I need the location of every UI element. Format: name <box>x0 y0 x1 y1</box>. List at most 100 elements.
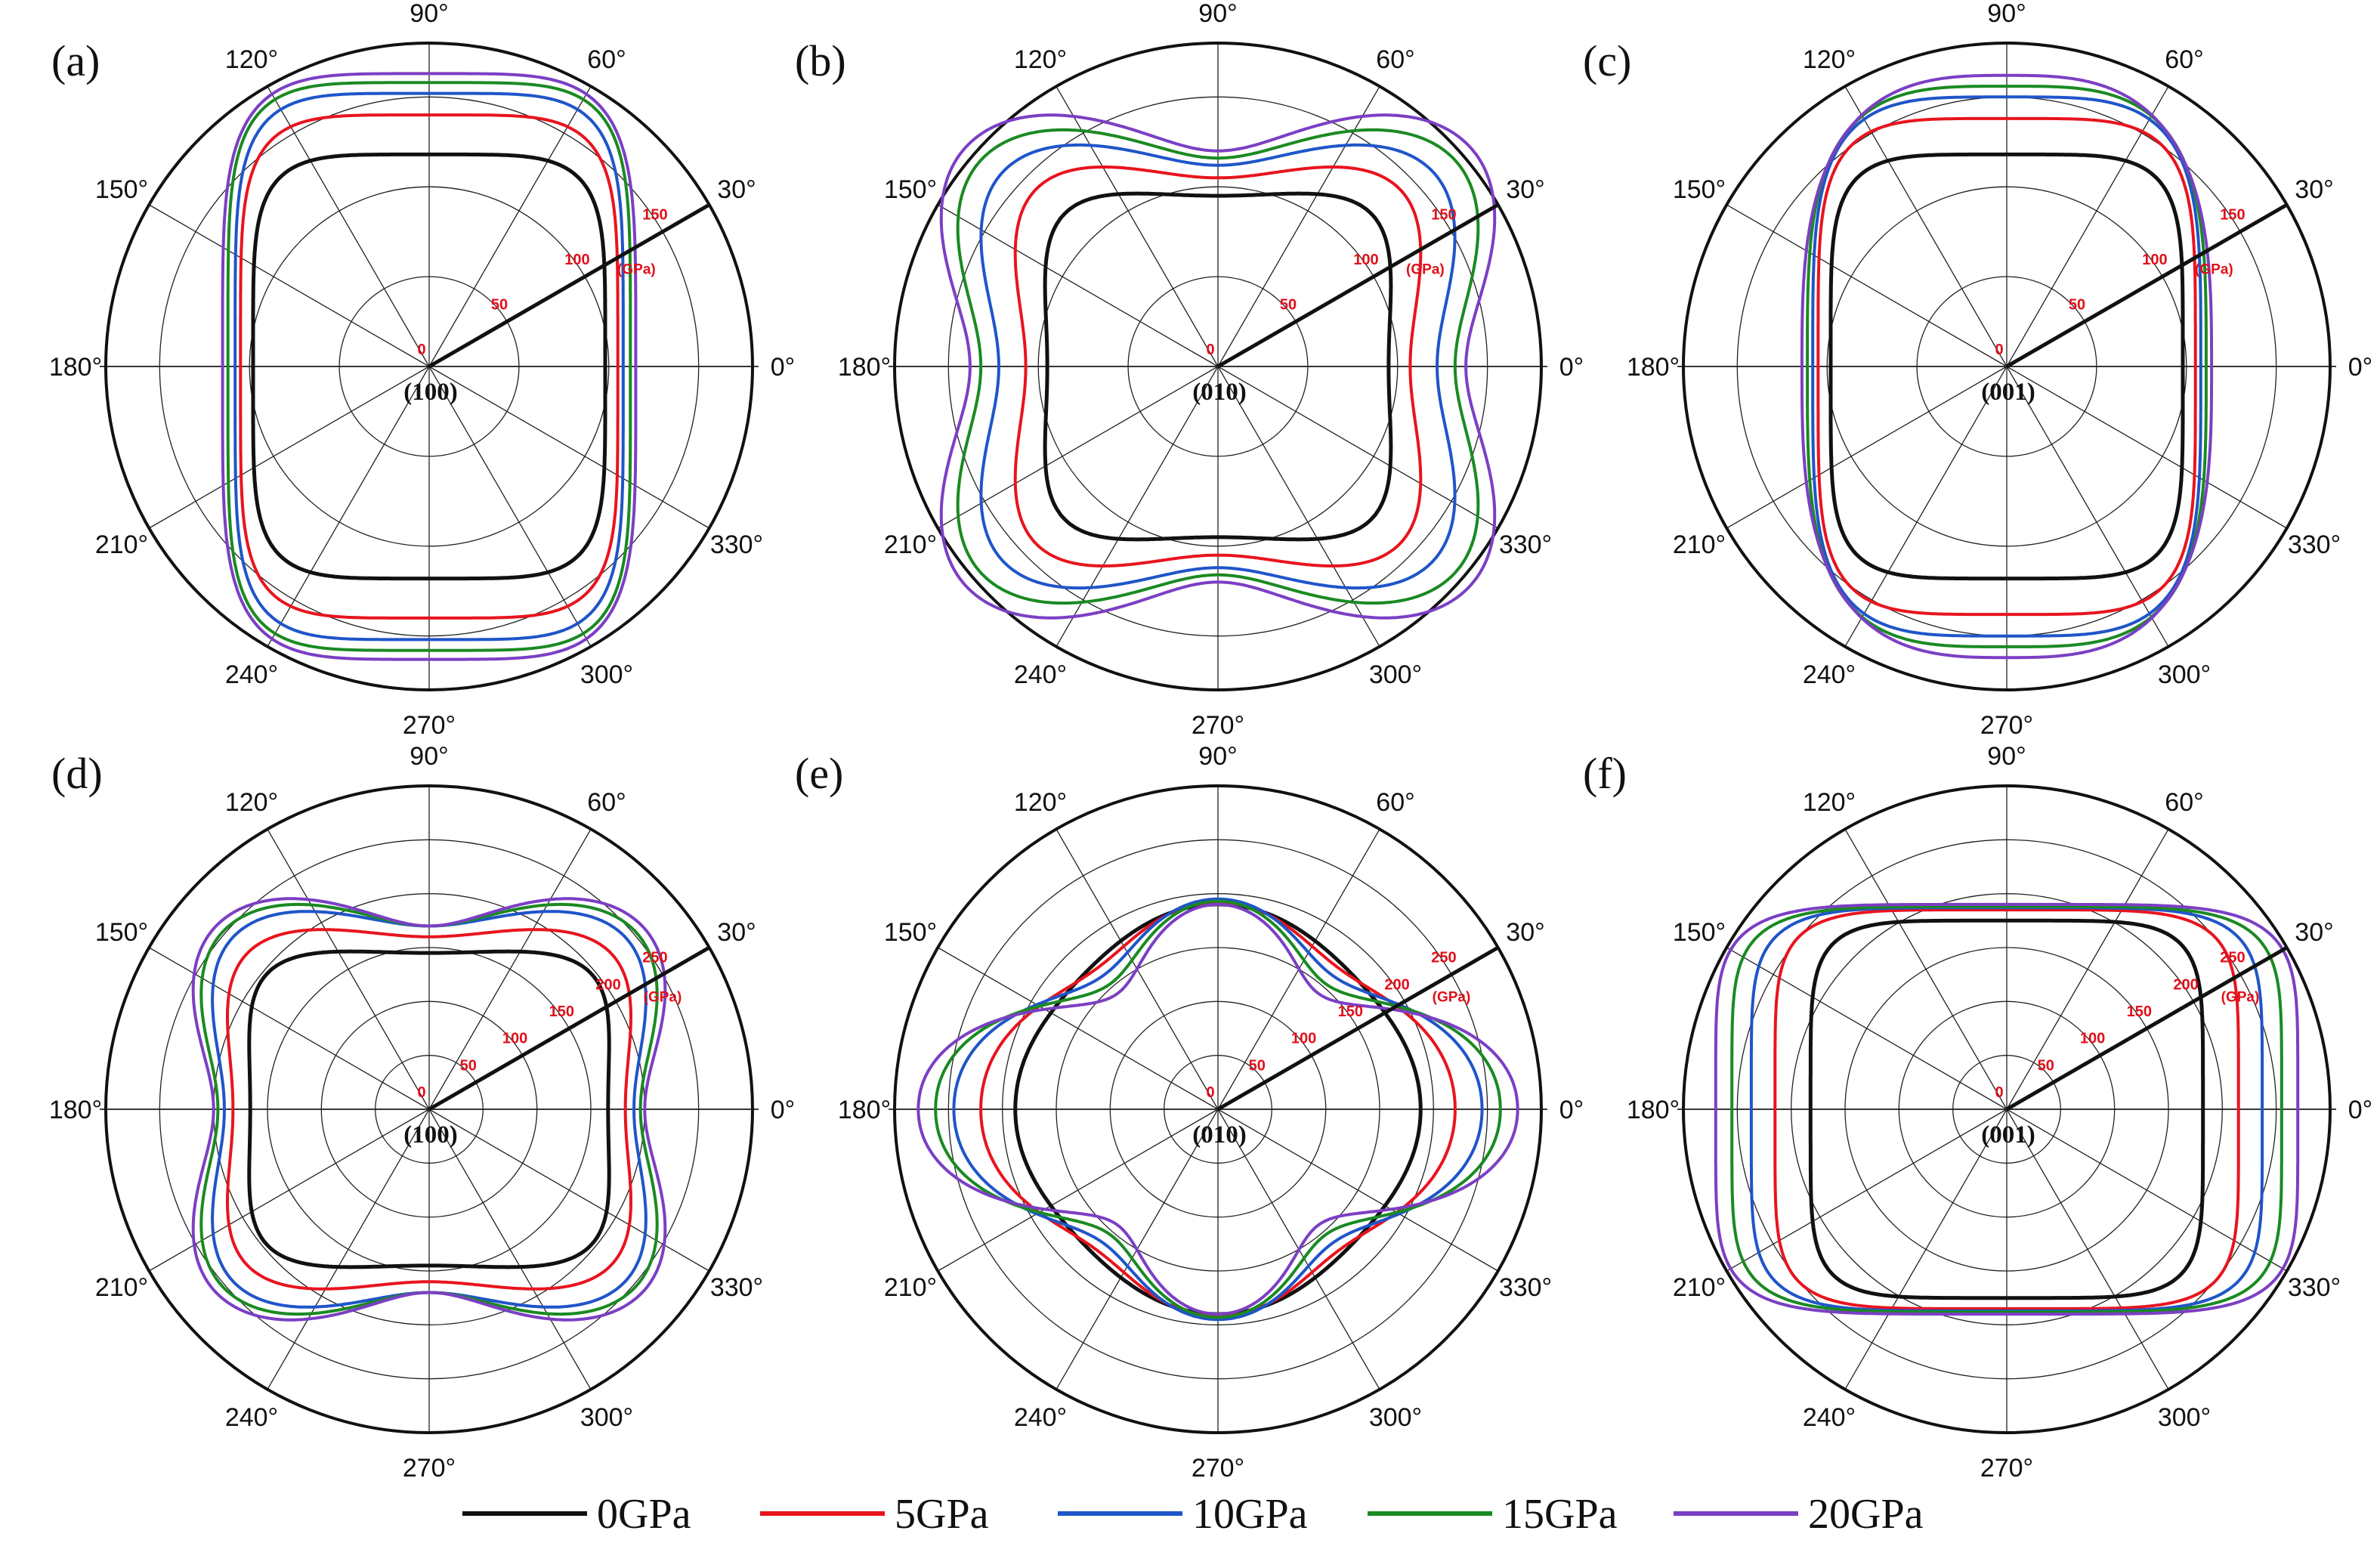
plane-label: (001) <box>1981 379 2035 406</box>
plane-label: (001) <box>1981 1121 2035 1149</box>
grid-spoke <box>1056 85 1219 367</box>
angle-label: 270° <box>1980 711 2033 740</box>
angle-label: 0° <box>1559 1096 1584 1124</box>
angle-label: 0° <box>2348 353 2373 382</box>
radial-tick-label: 100 <box>2080 1031 2105 1047</box>
legend-item-5GPa: 5GPa <box>760 1491 989 1538</box>
panel-label: (c) <box>1583 36 1631 85</box>
grid-spoke <box>267 828 430 1110</box>
panel-label: (f) <box>1583 749 1627 798</box>
angle-label: 120° <box>225 45 278 74</box>
series-curve-5GPa <box>1816 116 2197 617</box>
series-curve-15GPa <box>934 899 1502 1319</box>
series-curve-15GPa <box>956 128 1480 605</box>
angle-label: 270° <box>403 711 456 740</box>
grid-spoke <box>1726 1109 2008 1272</box>
series-curve-0GPa <box>1808 918 2205 1300</box>
radial-axis <box>1216 203 1499 369</box>
angle-label: 30° <box>2295 918 2333 947</box>
angle-label: 300° <box>580 1403 633 1432</box>
grid-spoke <box>148 204 430 367</box>
angle-label: 240° <box>1014 660 1067 689</box>
series-curve-20GPa <box>191 897 667 1322</box>
radial-tick-label: 50 <box>2038 1057 2054 1074</box>
radial-tick-label: 150 <box>1431 207 1456 224</box>
outer-ring <box>104 42 754 691</box>
grid-spoke <box>428 366 710 529</box>
angle-label: 30° <box>1506 175 1544 204</box>
outer-ring <box>1682 784 2332 1434</box>
polar-panel-d: (d) 0 50 100 150 200 250 (GPa) (100) 0° 30° 60° 90° 1… <box>49 742 795 1483</box>
radial-tick-label: 150 <box>2220 207 2245 224</box>
radial-tick-label: 100 <box>564 252 589 268</box>
series-curve-10GPa <box>979 143 1457 590</box>
radial-axis <box>428 945 710 1112</box>
angle-label: 0° <box>771 353 796 382</box>
radial-tick-label: 0 <box>1206 1084 1214 1101</box>
legend-label: 10GPa <box>1192 1491 1308 1538</box>
angle-label: 150° <box>1673 175 1726 204</box>
angle-label: 270° <box>1192 711 1244 740</box>
outer-ring <box>104 784 754 1434</box>
angle-label: 210° <box>1673 530 1726 559</box>
angle-label: 210° <box>1673 1273 1726 1302</box>
angle-label: 180° <box>1627 353 1680 382</box>
grid-spoke <box>937 366 1219 529</box>
angle-label: 150° <box>884 918 937 947</box>
angle-label: 330° <box>2288 530 2341 559</box>
panel-label: (e) <box>795 749 843 798</box>
grid-spoke <box>1217 85 1380 367</box>
series-curve-10GPa <box>952 897 1484 1322</box>
unit-label: (GPa) <box>617 262 656 278</box>
angle-label: 30° <box>717 175 756 204</box>
series-curve-20GPa <box>916 902 1519 1316</box>
angle-label: 150° <box>95 175 148 204</box>
legend-item-15GPa: 15GPa <box>1368 1491 1618 1538</box>
angle-label: 60° <box>2165 45 2203 74</box>
panel-label: (b) <box>795 36 846 85</box>
radial-tick-label: 100 <box>1291 1031 1316 1047</box>
angle-label: 120° <box>1803 45 1856 74</box>
angle-label: 90° <box>410 0 448 28</box>
grid-spoke <box>1217 366 1499 529</box>
radial-tick-label: 150 <box>549 1003 574 1020</box>
angle-label: 120° <box>1803 788 1856 817</box>
radial-tick-label: 0 <box>1206 342 1214 358</box>
grid-spoke <box>148 366 430 529</box>
radial-tick-label: 50 <box>1249 1057 1266 1074</box>
legend-label: 20GPa <box>1808 1491 1924 1538</box>
radial-tick-label: 150 <box>642 207 667 224</box>
angle-label: 0° <box>2348 1096 2373 1124</box>
radial-tick-label: 0 <box>417 1084 425 1101</box>
angle-label: 180° <box>838 1096 891 1124</box>
angle-label: 300° <box>1369 660 1422 689</box>
radial-tick-label: 150 <box>2127 1003 2152 1020</box>
angle-label: 120° <box>225 788 278 817</box>
angle-label: 270° <box>1192 1454 1244 1483</box>
angle-label: 30° <box>2295 175 2333 204</box>
radial-tick-label: 50 <box>491 297 508 314</box>
angle-label: 240° <box>225 660 278 689</box>
series-curve-0GPa <box>1828 152 2185 581</box>
angle-label: 120° <box>1014 45 1067 74</box>
angle-label: 60° <box>1376 45 1414 74</box>
grid-spoke <box>1844 828 2008 1110</box>
outer-ring <box>893 42 1543 691</box>
radial-tick-label: 200 <box>595 976 620 993</box>
legend-item-0GPa: 0GPa <box>462 1491 691 1538</box>
plane-label: (010) <box>1192 379 1246 406</box>
angle-label: 60° <box>1376 788 1414 817</box>
grid-spoke <box>2006 828 2169 1110</box>
radial-tick-label: 100 <box>1353 252 1378 268</box>
series-curve-5GPa <box>1013 165 1423 567</box>
angle-label: 150° <box>884 175 937 204</box>
panel-label: (a) <box>51 36 100 85</box>
series-curve-5GPa <box>979 901 1457 1318</box>
unit-label: (GPa) <box>644 990 682 1006</box>
series-curve-20GPa <box>1800 73 2214 660</box>
grid-spoke <box>1726 204 2008 367</box>
grid-spoke <box>937 1109 1219 1272</box>
grid-spoke <box>1217 1109 1499 1272</box>
grid-spoke <box>1844 366 2008 648</box>
